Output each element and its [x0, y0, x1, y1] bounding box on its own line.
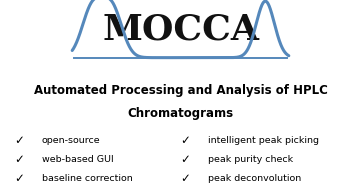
Text: intelligent peak picking: intelligent peak picking: [208, 136, 318, 145]
Text: peak deconvolution: peak deconvolution: [208, 174, 301, 183]
Text: Automated Processing and Analysis of HPLC: Automated Processing and Analysis of HPL…: [34, 84, 327, 97]
Text: ✓: ✓: [14, 134, 24, 147]
Text: ✓: ✓: [180, 172, 190, 185]
Text: ✓: ✓: [180, 153, 190, 166]
Text: baseline correction: baseline correction: [42, 174, 132, 183]
Text: peak purity check: peak purity check: [208, 155, 293, 164]
Text: MOCCA: MOCCA: [102, 12, 259, 46]
Text: ✓: ✓: [14, 172, 24, 185]
Text: ✓: ✓: [180, 134, 190, 147]
Text: open-source: open-source: [42, 136, 100, 145]
Text: web-based GUI: web-based GUI: [42, 155, 113, 164]
Text: Chromatograms: Chromatograms: [127, 107, 234, 120]
Text: ✓: ✓: [14, 153, 24, 166]
